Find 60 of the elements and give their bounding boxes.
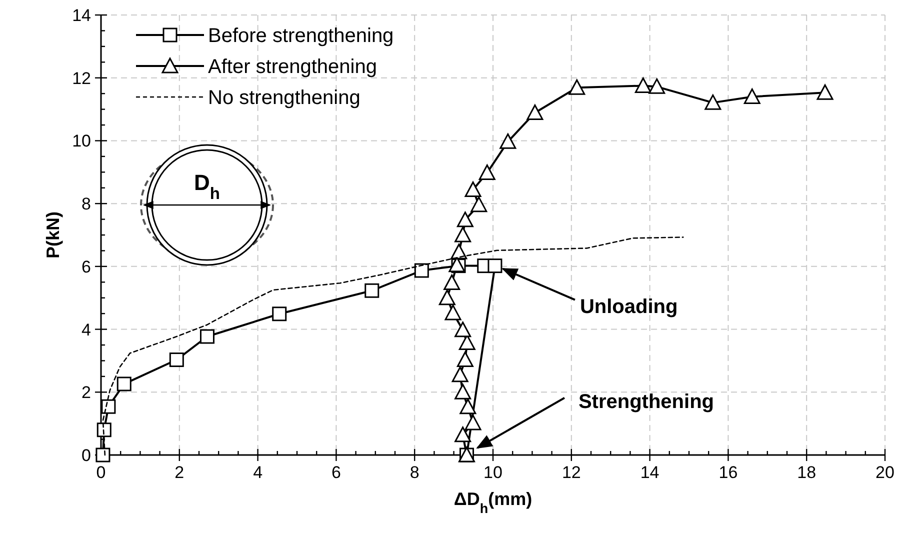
y-tick-label: 4 <box>82 320 91 340</box>
point <box>414 263 429 278</box>
y-tick-label: 14 <box>72 6 91 25</box>
y-axis-title: P(kN) <box>43 211 63 259</box>
point <box>816 84 834 100</box>
annotation: D$_{h}$ <box>194 170 220 203</box>
point <box>526 104 544 120</box>
legend-label: Before strengthening <box>208 25 394 47</box>
point <box>101 399 116 414</box>
point <box>454 322 472 338</box>
point <box>444 274 460 290</box>
point <box>488 258 502 274</box>
x-tick-label: 12 <box>562 463 581 482</box>
x-tick-label: 16 <box>718 463 738 482</box>
annotation: Unloading <box>580 296 678 318</box>
point <box>470 196 488 212</box>
point <box>648 78 666 94</box>
x-axis-title: ΔD$_{h}$(mm) <box>454 489 532 516</box>
x-tick-label: 4 <box>253 463 263 482</box>
x-tick-label: 10 <box>484 463 502 482</box>
y-tick-label: 0 <box>82 446 91 465</box>
point <box>272 306 287 322</box>
x-tick-label: 2 <box>174 463 184 482</box>
x-tick-label: 20 <box>876 463 894 482</box>
point <box>460 398 476 414</box>
point <box>456 212 474 228</box>
point <box>464 181 482 197</box>
point <box>500 133 516 149</box>
point <box>478 164 496 180</box>
x-tick-label: 6 <box>331 463 341 482</box>
point <box>200 329 214 344</box>
x-tick-label: 8 <box>410 463 420 482</box>
point <box>456 352 474 368</box>
point <box>116 376 132 392</box>
point <box>364 283 380 298</box>
point <box>454 426 472 442</box>
point <box>464 414 482 430</box>
y-tick-label: 8 <box>82 194 91 214</box>
x-tick-label: 18 <box>797 463 816 482</box>
annotation: Strengthening <box>578 390 714 413</box>
point <box>568 79 586 95</box>
point <box>169 352 184 368</box>
x-tick-label: 0 <box>96 463 106 482</box>
point <box>744 88 760 104</box>
x-tick-label: 14 <box>640 463 660 482</box>
point <box>438 290 456 306</box>
point <box>96 422 112 438</box>
y-tick-label: 6 <box>82 257 91 276</box>
point <box>96 448 110 462</box>
y-tick-label: 12 <box>72 68 91 88</box>
point <box>454 384 472 400</box>
y-tick-label: 2 <box>82 383 91 402</box>
legend-label: After strengthening <box>208 56 377 78</box>
point <box>634 77 652 93</box>
point <box>704 94 722 110</box>
point <box>454 226 472 242</box>
legend-label: No strengthening <box>208 87 360 109</box>
point <box>444 304 462 320</box>
y-tick-label: 10 <box>72 132 91 151</box>
point <box>452 366 468 382</box>
